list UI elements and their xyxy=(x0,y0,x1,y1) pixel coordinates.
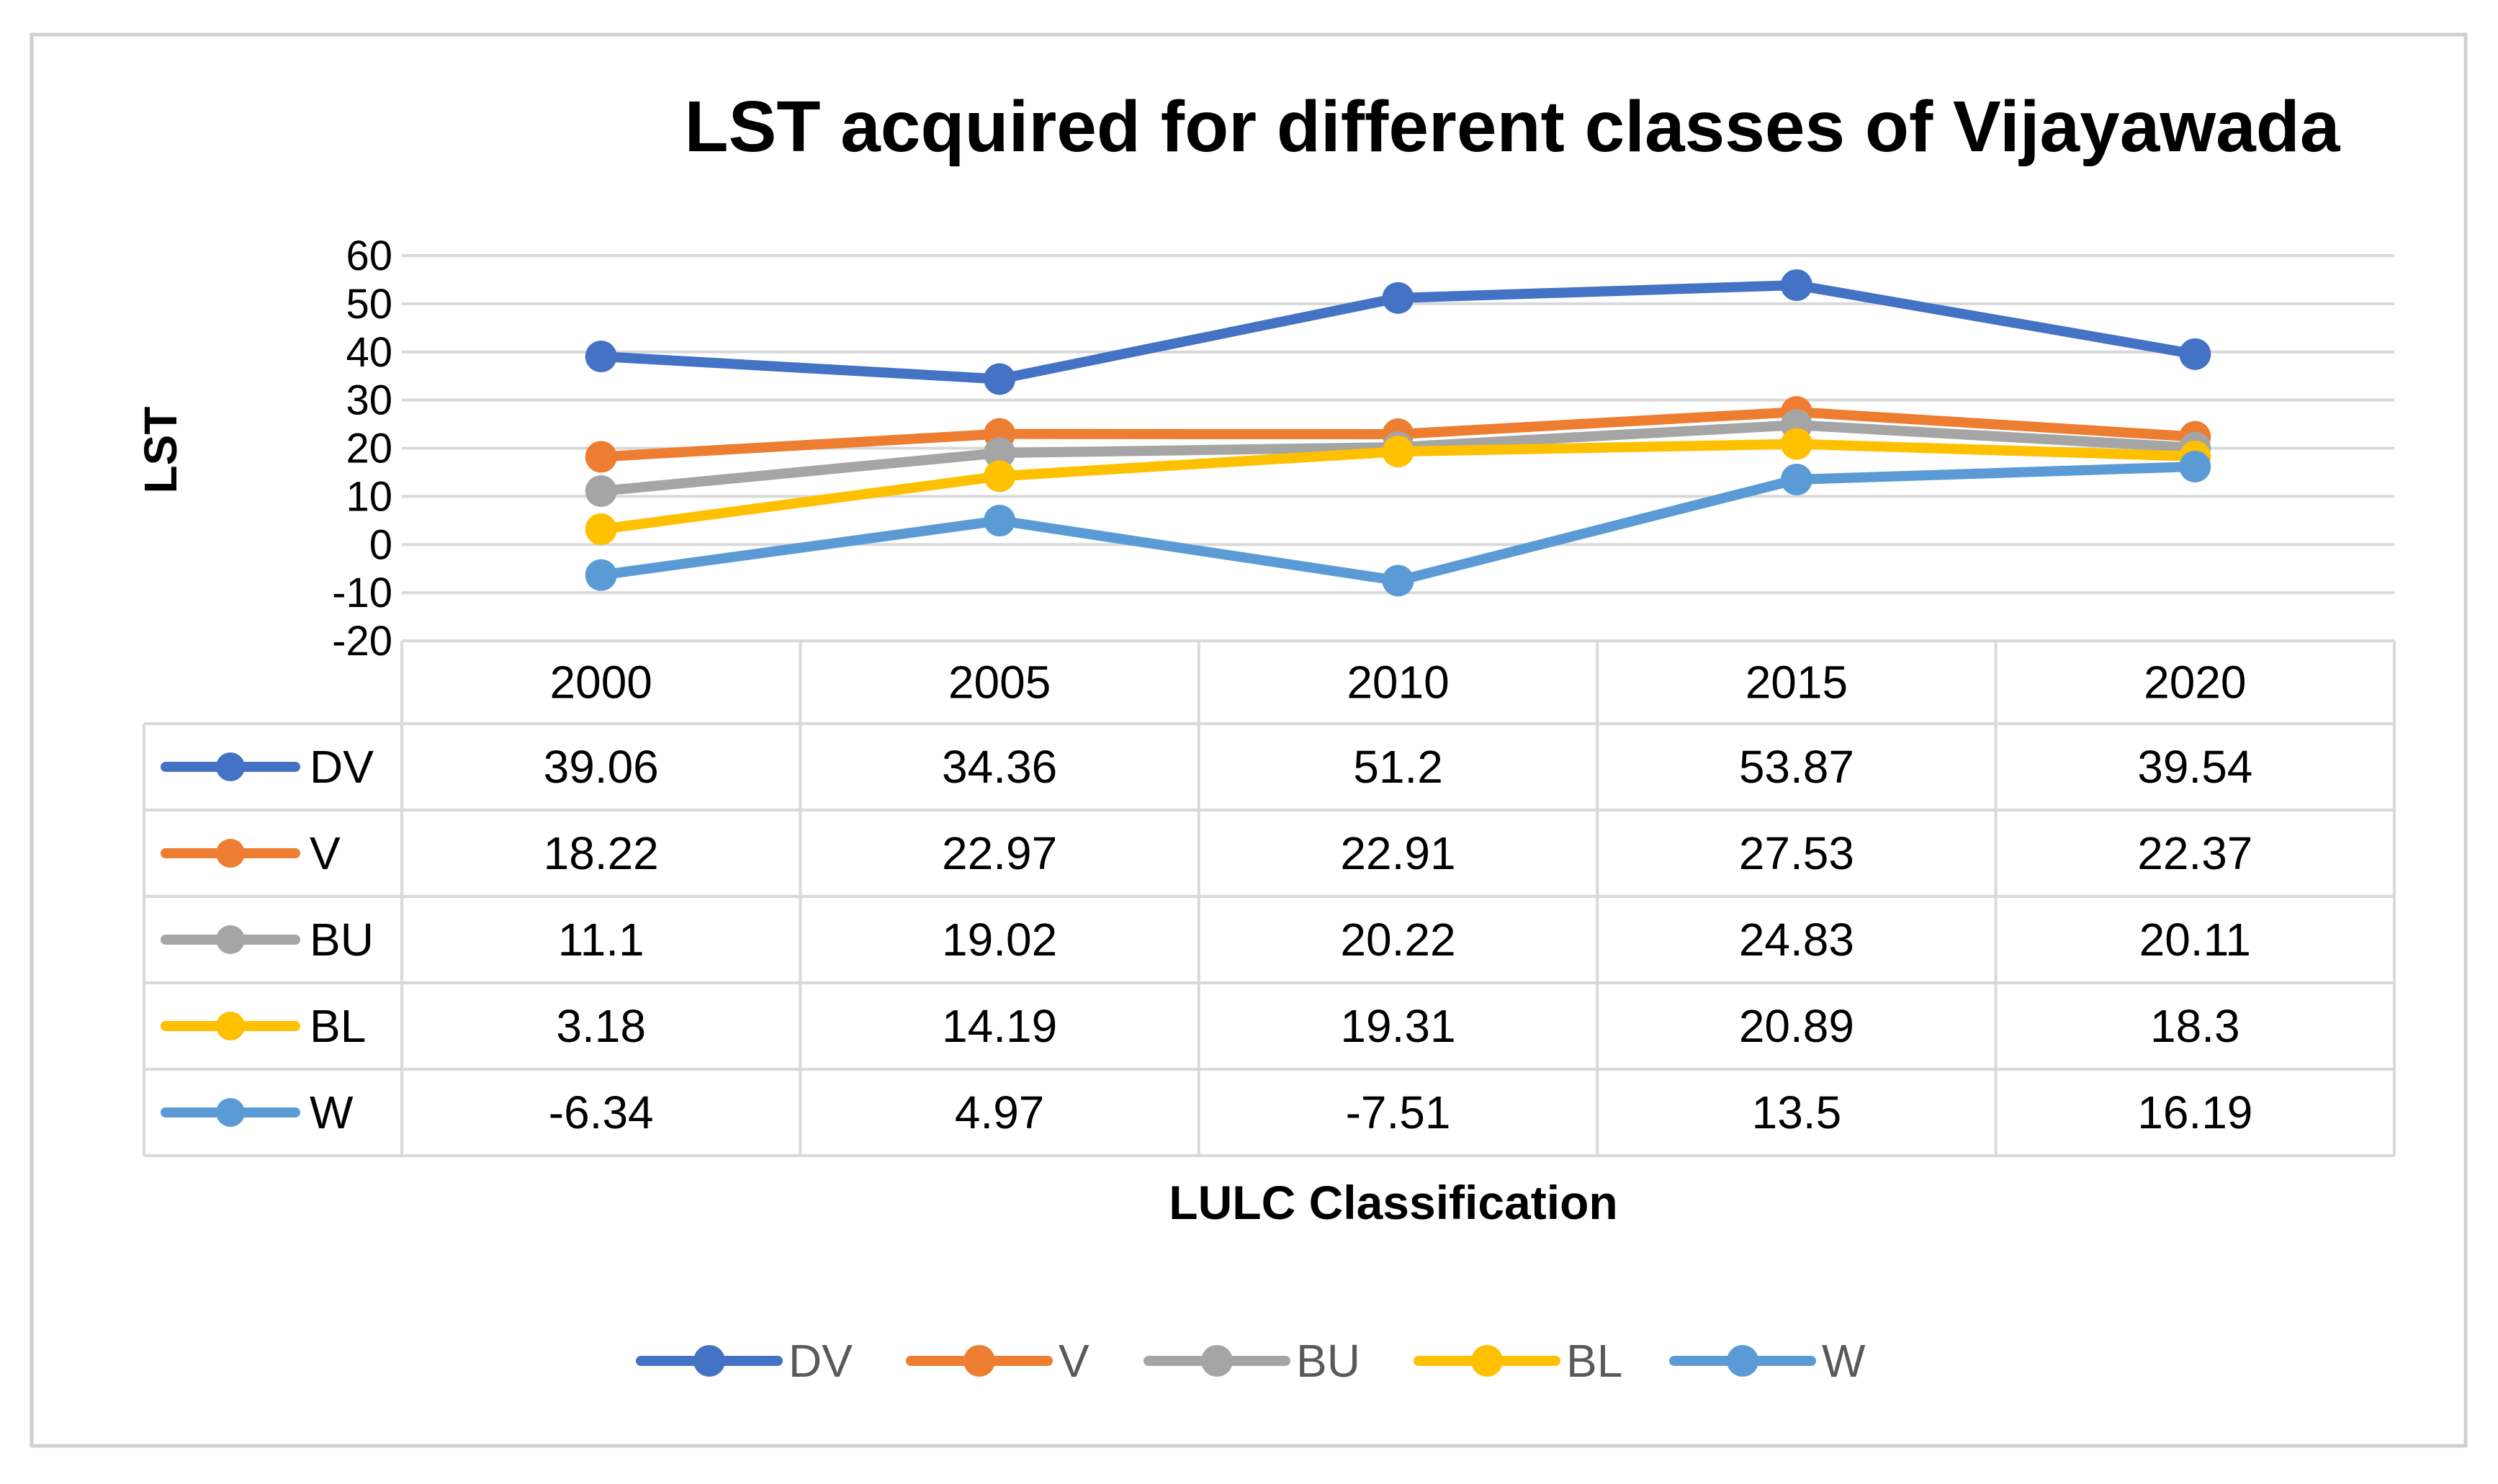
data-point-DV xyxy=(1382,282,1414,314)
table-legend-key-marker xyxy=(216,925,245,954)
data-point-BL xyxy=(1382,436,1414,468)
y-axis-label: LST xyxy=(135,407,187,494)
data-point-W xyxy=(585,559,617,591)
table-cell-value: 20.22 xyxy=(1340,914,1455,966)
data-point-W xyxy=(1382,565,1414,597)
table-cell-value: 20.89 xyxy=(1739,1000,1854,1052)
y-tick-label: -20 xyxy=(332,618,392,665)
legend-label: BU xyxy=(1296,1335,1360,1387)
data-point-V xyxy=(585,441,617,473)
legend-key-marker xyxy=(1471,1345,1503,1377)
data-point-DV xyxy=(1780,269,1812,301)
table-cell-value: 14.19 xyxy=(942,1000,1057,1052)
legend-key-marker xyxy=(963,1345,995,1377)
table-cell-value: 39.54 xyxy=(2137,741,2252,793)
table-legend-key-marker xyxy=(216,752,245,781)
table-cell-value: 13.5 xyxy=(1752,1087,1842,1138)
y-tick-label: 30 xyxy=(346,377,392,424)
table-cell-value: 51.2 xyxy=(1353,741,1443,793)
data-point-W xyxy=(984,505,1016,537)
table-cell-value: 19.02 xyxy=(942,914,1057,966)
table-series-label: V xyxy=(310,827,341,879)
table-cell-value: 3.18 xyxy=(556,1000,646,1052)
table-cell-value: 11.1 xyxy=(558,914,644,966)
y-tick-label: 10 xyxy=(346,473,392,520)
x-tick-label: 2005 xyxy=(948,657,1051,709)
table-cell-value: 22.91 xyxy=(1340,827,1455,879)
data-point-BL xyxy=(1780,428,1812,460)
legend-key-marker xyxy=(1201,1345,1233,1377)
legend-key-marker xyxy=(693,1345,725,1377)
data-point-DV xyxy=(585,341,617,373)
data-table: 2000 2005 2010 2015 2020 DV 39.06 34.36 51.2 53.8… xyxy=(143,639,2396,1157)
table-cell-value: 34.36 xyxy=(942,741,1057,793)
y-tick-label: -10 xyxy=(332,570,392,616)
table-cell-value: 20.11 xyxy=(2139,914,2251,966)
table-cell-value: 16.19 xyxy=(2137,1087,2252,1138)
series-lines xyxy=(585,269,2211,597)
data-point-BU xyxy=(984,437,1016,469)
y-tick-label: 40 xyxy=(346,329,392,376)
data-point-BL xyxy=(984,460,1016,493)
x-tick-label: 2015 xyxy=(1746,657,1848,709)
table-cell-value: -6.34 xyxy=(549,1087,654,1138)
table-series-label: BL xyxy=(310,1000,366,1052)
table-legend-key-marker xyxy=(216,1098,245,1127)
table-cell-value: 24.83 xyxy=(1739,914,1854,966)
chart-border xyxy=(30,32,2468,1448)
table-series-label: DV xyxy=(310,741,374,793)
x-axis-label: LULC Classification xyxy=(1169,1176,1617,1229)
table-cell-value: 22.97 xyxy=(942,827,1057,879)
legend-label: DV xyxy=(789,1335,853,1387)
table-cell-value: 39.06 xyxy=(544,741,659,793)
table-cell-value: 22.37 xyxy=(2137,827,2252,879)
legend-label: V xyxy=(1059,1335,1089,1387)
x-tick-label: 2000 xyxy=(550,657,652,709)
x-tick-label: 2020 xyxy=(2144,657,2246,709)
table-series-label: BU xyxy=(310,914,374,966)
y-tick-label: 20 xyxy=(346,426,392,472)
legend-label: W xyxy=(1822,1335,1866,1387)
chart-title: LST acquired for different classes of Vi… xyxy=(685,86,2341,167)
table-cell-value: 4.97 xyxy=(955,1087,1045,1138)
table-cell-value: -7.51 xyxy=(1346,1087,1451,1138)
data-point-BL xyxy=(585,513,617,545)
data-point-DV xyxy=(984,363,1016,395)
table-cell-value: 53.87 xyxy=(1739,741,1854,793)
y-tick-label: 0 xyxy=(369,521,392,568)
legend: DV V BU BL W xyxy=(636,1335,1866,1387)
y-tick-label: 50 xyxy=(346,281,392,328)
data-point-W xyxy=(1780,463,1812,495)
y-tick-label: 60 xyxy=(346,233,392,279)
table-legend-key-marker xyxy=(216,839,245,868)
table-cell-value: 27.53 xyxy=(1739,827,1854,879)
legend-label: BL xyxy=(1566,1335,1622,1387)
data-point-W xyxy=(2179,450,2211,482)
table-series-label: W xyxy=(310,1087,354,1138)
data-point-DV xyxy=(2179,338,2211,370)
legend-key-marker xyxy=(1727,1345,1758,1377)
table-legend-key-marker xyxy=(216,1012,245,1040)
table-cell-value: 18.3 xyxy=(2150,1000,2240,1052)
table-cell-value: 18.22 xyxy=(544,827,659,879)
x-tick-label: 2010 xyxy=(1347,657,1449,709)
table-cell-value: 19.31 xyxy=(1340,1000,1455,1052)
data-point-BU xyxy=(585,475,617,508)
